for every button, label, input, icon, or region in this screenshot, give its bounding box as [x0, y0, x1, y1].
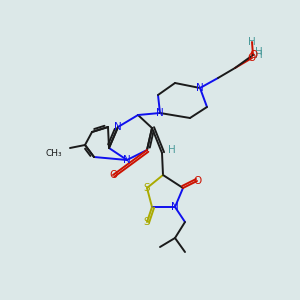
- Text: N: N: [171, 202, 179, 212]
- Text: H: H: [168, 145, 176, 155]
- Text: O: O: [109, 170, 117, 180]
- Text: S: S: [144, 183, 150, 193]
- Text: O: O: [249, 50, 257, 60]
- Text: S: S: [144, 217, 150, 227]
- Text: N: N: [156, 108, 164, 118]
- Text: H: H: [255, 50, 263, 60]
- Text: H: H: [248, 37, 256, 47]
- Text: O: O: [248, 53, 256, 63]
- Text: CH₃: CH₃: [45, 148, 62, 158]
- Text: H: H: [255, 47, 263, 57]
- Text: N: N: [114, 122, 122, 132]
- Text: O: O: [193, 176, 201, 186]
- Text: N: N: [196, 83, 204, 93]
- Text: N: N: [123, 155, 131, 165]
